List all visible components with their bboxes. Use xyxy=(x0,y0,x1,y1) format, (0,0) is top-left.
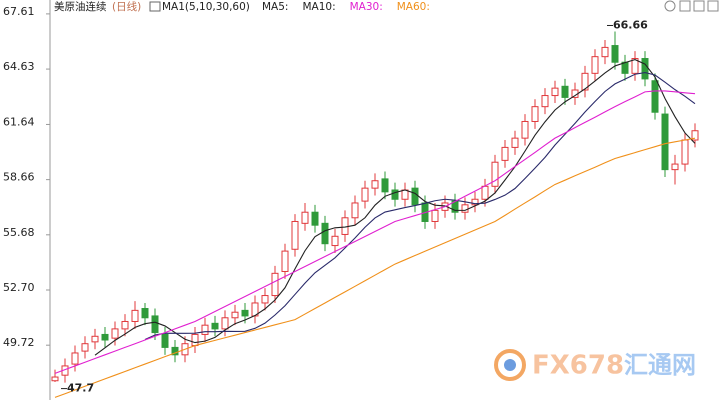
y-tick-label: 67.61 xyxy=(3,5,35,18)
candle-body xyxy=(81,343,89,352)
candle-body xyxy=(371,180,379,189)
candle-body xyxy=(101,333,109,341)
candle-body xyxy=(161,333,169,348)
candle-body xyxy=(361,187,369,202)
logo xyxy=(504,359,516,371)
candle-body xyxy=(171,346,179,356)
candle-body xyxy=(261,295,269,304)
candle-body xyxy=(51,376,59,382)
candle-body xyxy=(241,309,249,317)
candle-body xyxy=(511,137,519,148)
y-tick-label: 52.70 xyxy=(3,281,35,294)
candle-body xyxy=(141,308,149,319)
candle-body xyxy=(211,322,219,330)
low-annotation: 47.7 xyxy=(67,382,94,395)
candle-body xyxy=(591,56,599,74)
y-tick-label: 55.68 xyxy=(3,226,35,239)
candle-body xyxy=(121,320,129,330)
candle-body xyxy=(581,72,589,91)
header: 美原油连续 (日线) MA1(5,10,30,60) MA5: MA10: MA30… xyxy=(54,0,430,13)
y-tick-label: 49.72 xyxy=(3,336,35,349)
candle-body xyxy=(351,202,359,219)
tool-icon[interactable] xyxy=(693,0,705,12)
candle-body xyxy=(481,185,489,200)
candle-body xyxy=(311,211,319,226)
high-annotation: 66.66 xyxy=(613,18,648,31)
candle-body xyxy=(191,333,199,347)
candle-body xyxy=(111,328,119,339)
y-tick-label: 64.63 xyxy=(3,60,35,73)
candle-body xyxy=(321,222,329,245)
candle-body xyxy=(231,311,239,319)
candle-body xyxy=(331,235,339,247)
legend-entry: MA60: xyxy=(397,1,430,13)
candle-body xyxy=(651,80,659,113)
candle-body xyxy=(221,317,229,330)
candle-body xyxy=(431,209,439,222)
indicator-icon[interactable] xyxy=(149,1,161,12)
candle-body xyxy=(491,161,499,187)
candle-body xyxy=(401,189,409,200)
ma-line xyxy=(54,137,696,398)
candle-body xyxy=(131,309,139,322)
candle-body xyxy=(151,315,159,334)
tool-icon[interactable] xyxy=(679,0,691,12)
candle-body xyxy=(281,250,289,272)
candle-body xyxy=(501,146,509,161)
candle-body xyxy=(461,204,469,213)
candle-body xyxy=(471,198,479,206)
candle-body xyxy=(621,61,629,74)
legend-entry: MA10: xyxy=(302,1,335,13)
candle-body xyxy=(631,58,639,74)
watermark-brand: FX678 xyxy=(532,351,624,381)
candle-body xyxy=(671,163,679,171)
watermark: FX678 汇通网 xyxy=(494,349,696,381)
candle-body xyxy=(531,106,539,122)
candle-body xyxy=(91,335,99,343)
ma-line xyxy=(54,90,696,374)
candle-body xyxy=(611,45,619,63)
y-tick-label: 58.66 xyxy=(3,171,35,184)
candle-body xyxy=(551,87,559,97)
legend-entry: MA30: xyxy=(350,1,383,13)
logo xyxy=(494,349,526,381)
ma-line xyxy=(94,59,696,356)
candle-body xyxy=(381,178,389,193)
candle-body xyxy=(291,220,299,250)
ma-line xyxy=(144,72,696,340)
candle-body xyxy=(681,139,689,165)
candle-body xyxy=(561,85,569,98)
candle-body xyxy=(271,272,279,297)
tool-icon[interactable] xyxy=(664,0,676,12)
candle-body xyxy=(521,120,529,139)
candle-body xyxy=(71,352,79,365)
candle-body xyxy=(691,130,699,141)
candle-body xyxy=(391,189,399,200)
candle-body xyxy=(601,46,609,58)
candle-body xyxy=(641,58,649,80)
candle-body xyxy=(301,211,309,224)
tool-icon[interactable] xyxy=(707,0,719,12)
period: (日线) xyxy=(112,0,141,13)
toolbar xyxy=(664,0,719,12)
candle-body xyxy=(411,187,419,206)
legend-entry: MA5: xyxy=(262,1,288,13)
y-tick-label: 61.64 xyxy=(3,115,35,128)
chart-title: 美原油连续 xyxy=(54,0,107,13)
candle-body xyxy=(541,95,549,108)
candle-body xyxy=(661,113,669,171)
indicator: MA1(5,10,30,60) xyxy=(162,1,250,13)
candle-body xyxy=(201,324,209,335)
watermark-name: 汇通网 xyxy=(624,351,696,379)
